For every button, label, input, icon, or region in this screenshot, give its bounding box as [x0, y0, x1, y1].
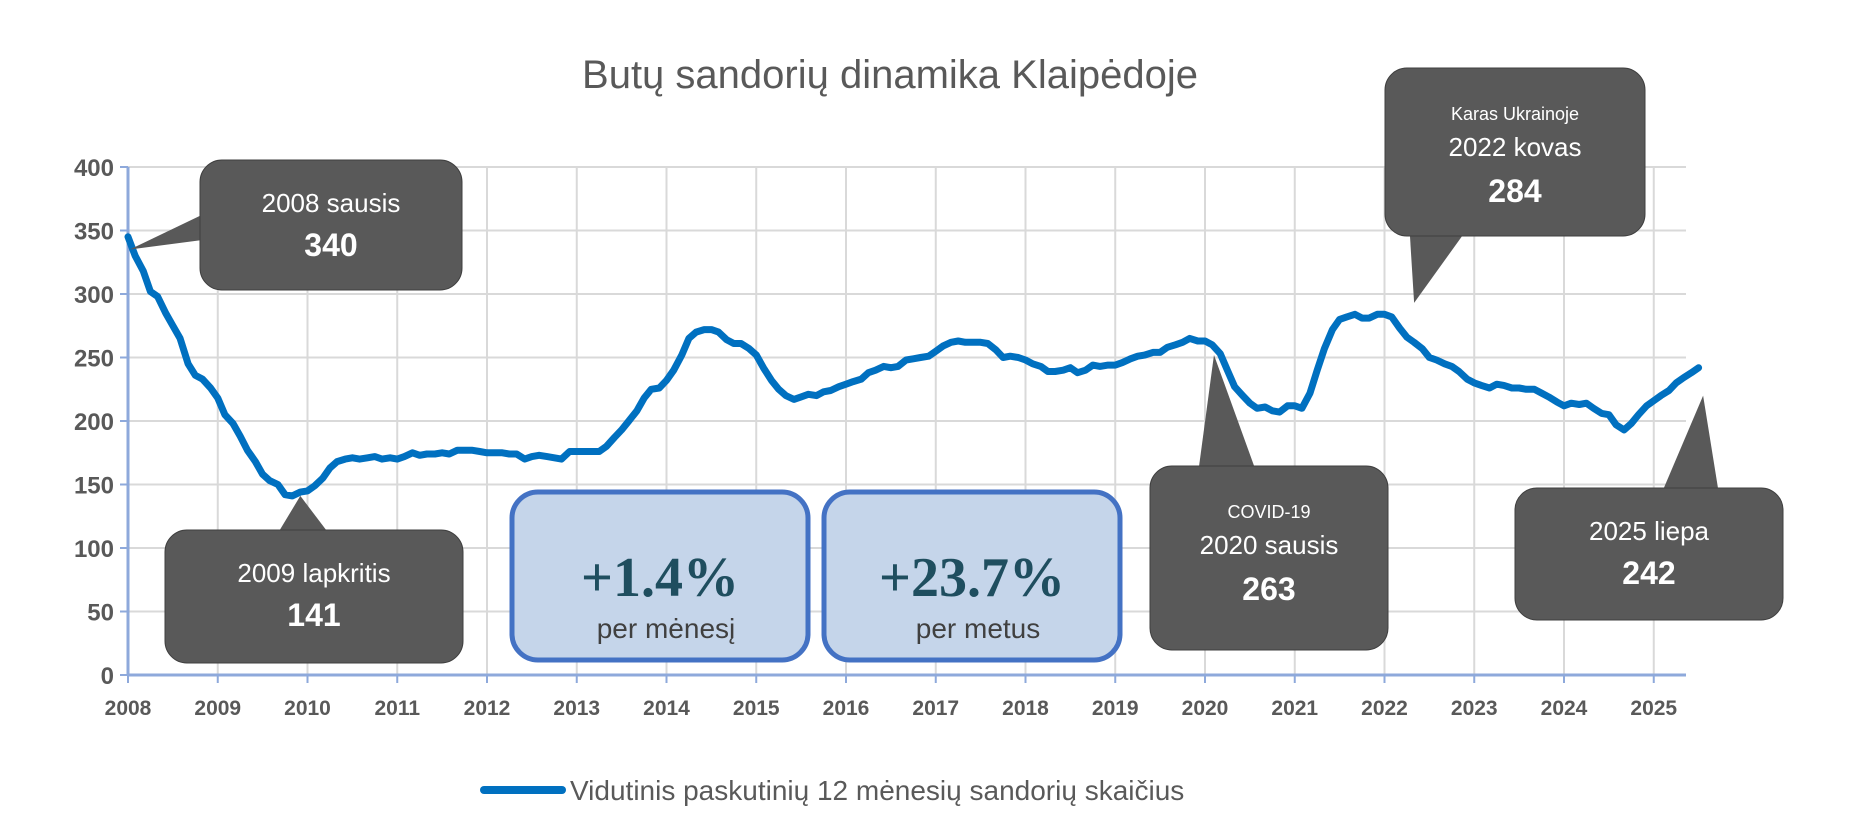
x-tick-label: 2013 — [553, 697, 600, 720]
x-tick-label: 2014 — [643, 697, 690, 720]
callout-date: 2008 sausis — [262, 188, 401, 218]
callout-date: 2025 liepa — [1589, 516, 1710, 546]
x-tick-label: 2016 — [823, 697, 870, 720]
callout-note: COVID-19 — [1227, 502, 1310, 522]
y-tick-label: 150 — [74, 473, 114, 500]
x-tick-label: 2017 — [912, 697, 959, 720]
legend: Vidutinis paskutinių 12 mėnesių sandorių… — [480, 775, 1184, 806]
callout-box — [1149, 465, 1389, 651]
axes: 0 50 100 150 200 250 300 350 400 2008 2009 2010 2011… — [74, 155, 1686, 720]
callout-value: 263 — [1242, 571, 1295, 607]
x-tick-label: 2011 — [374, 697, 420, 720]
x-tick-label: 2018 — [1002, 697, 1049, 720]
x-tick-label: 2024 — [1541, 697, 1588, 720]
callout-pointer — [1197, 354, 1258, 476]
series-line-0 — [124, 233, 1703, 500]
annotations: 2008 sausis 340 2009 lapkritis 141 Karas Ukr… — [129, 67, 1784, 664]
stat-boxes: +1.4% per mėnesį +23.7% per metus — [509, 489, 1123, 663]
callout-note: Karas Ukrainoje — [1451, 104, 1579, 124]
x-tick-label: 2008 — [105, 697, 152, 720]
chart-title: Butų sandorių dinamika Klaipėdoje — [582, 53, 1198, 97]
y-tick-label: 200 — [74, 409, 114, 436]
x-tick-label: 2021 — [1271, 697, 1318, 720]
stat-box-yearly-change: +23.7% per metus — [821, 489, 1123, 663]
x-tick-label: 2022 — [1361, 697, 1408, 720]
y-tick-label: 250 — [74, 346, 114, 373]
y-tick-label: 50 — [87, 600, 114, 627]
callout-pointer — [129, 211, 210, 250]
x-tick-label: 2015 — [733, 697, 780, 720]
callout-value: 284 — [1488, 173, 1542, 209]
callout-pointer — [1409, 226, 1470, 303]
annotation-callout: Karas Ukrainoje 2022 kovas 284 — [1384, 67, 1646, 303]
callout-pointer — [1659, 395, 1720, 498]
annotation-callout: 2008 sausis 340 — [129, 159, 463, 291]
x-tick-label: 2010 — [284, 697, 331, 720]
stat-value: +1.4% — [581, 547, 739, 609]
x-tick-label: 2019 — [1092, 697, 1139, 720]
callout-value: 242 — [1622, 555, 1675, 591]
stat-label: per mėnesį — [597, 613, 736, 644]
y-tick-label: 400 — [74, 155, 114, 182]
stat-label: per metus — [916, 613, 1041, 644]
callout-date: 2022 kovas — [1449, 132, 1582, 162]
callout-box — [1384, 67, 1646, 237]
x-tick-label: 2012 — [464, 697, 511, 720]
callout-date: 2009 lapkritis — [237, 558, 390, 588]
x-tick-label: 2023 — [1451, 697, 1498, 720]
x-tick-label: 2025 — [1630, 697, 1677, 720]
y-tick-label: 100 — [74, 536, 114, 563]
annotation-callout: COVID-19 2020 sausis 263 — [1149, 354, 1389, 651]
annotation-callout: 2025 liepa 242 — [1514, 395, 1784, 621]
y-tick-label: 300 — [74, 282, 114, 309]
x-tick-label: 2020 — [1182, 697, 1229, 720]
callout-date: 2020 sausis — [1200, 530, 1339, 560]
callout-box — [199, 159, 463, 291]
x-tick-label: 2009 — [194, 697, 241, 720]
annotation-callout: 2009 lapkritis 141 — [164, 495, 464, 664]
legend-label: Vidutinis paskutinių 12 mėnesių sandorių… — [570, 775, 1184, 806]
callout-pointer — [273, 495, 334, 540]
stat-box-frame — [509, 489, 811, 663]
callout-value: 340 — [304, 227, 357, 263]
callout-box — [1514, 487, 1784, 621]
callout-box — [164, 529, 464, 664]
stat-value: +23.7% — [879, 547, 1065, 609]
y-tick-label: 350 — [74, 219, 114, 246]
stat-box-frame — [821, 489, 1123, 663]
stat-box-monthly-change: +1.4% per mėnesį — [509, 489, 811, 663]
y-tick-label: 0 — [101, 663, 114, 690]
series-layer — [124, 233, 1703, 500]
callout-value: 141 — [287, 597, 340, 633]
